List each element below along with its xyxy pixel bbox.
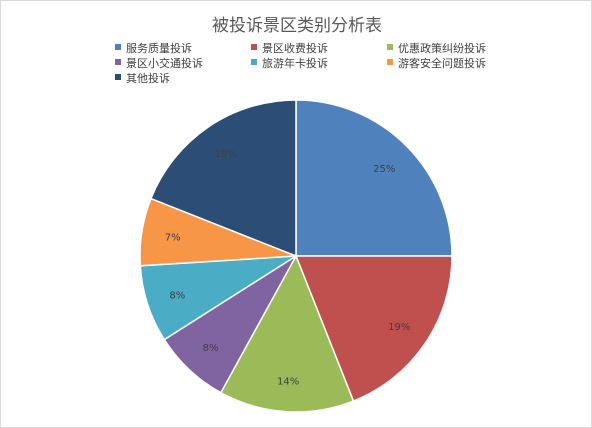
pie-slice-discount-policy <box>219 254 355 413</box>
slice-label-service-quality: 25% <box>373 164 395 175</box>
legend-label: 游客安全问题投诉 <box>398 57 486 70</box>
legend-swatch <box>387 59 393 65</box>
legend-swatch <box>251 59 257 65</box>
legend-item-safety: 游客安全问题投诉 <box>387 57 486 71</box>
legend-swatch <box>387 44 393 50</box>
legend-label: 景区收费投诉 <box>262 42 328 55</box>
legend-item-other: 其他投诉 <box>115 72 170 86</box>
slice-label-transport: 8% <box>203 343 219 354</box>
slice-label-annual-card: 8% <box>169 291 185 302</box>
slice-label-discount-policy: 14% <box>277 377 299 388</box>
slice-label-safety: 7% <box>165 232 181 243</box>
legend-item-fees: 景区收费投诉 <box>251 42 328 56</box>
legend-label: 旅游年卡投诉 <box>262 57 328 70</box>
legend-item-annual-card: 旅游年卡投诉 <box>251 57 328 71</box>
legend-item-service-quality: 服务质量投诉 <box>115 42 192 56</box>
legend-label: 服务质量投诉 <box>126 42 192 55</box>
legend: 服务质量投诉 景区收费投诉 优惠政策纠纷投诉 景区小交通投诉 旅游年卡投诉 游客… <box>115 42 515 86</box>
slice-label-other: 19% <box>215 149 237 160</box>
legend-swatch <box>115 59 121 65</box>
legend-label: 景区小交通投诉 <box>126 57 203 70</box>
pie-slice-service-quality <box>295 99 453 257</box>
legend-swatch <box>115 44 121 50</box>
legend-label: 其他投诉 <box>126 72 170 85</box>
legend-swatch <box>115 74 121 80</box>
legend-item-transport: 景区小交通投诉 <box>115 57 203 71</box>
legend-item-discount-policy: 优惠政策纠纷投诉 <box>387 42 486 56</box>
pie-slice-fees <box>294 255 453 403</box>
legend-label: 优惠政策纠纷投诉 <box>398 42 486 55</box>
chart-title: 被投诉景区类别分析表 <box>212 16 382 36</box>
slice-label-fees: 19% <box>388 322 410 333</box>
pie-slice-other <box>149 99 297 258</box>
legend-swatch <box>251 44 257 50</box>
